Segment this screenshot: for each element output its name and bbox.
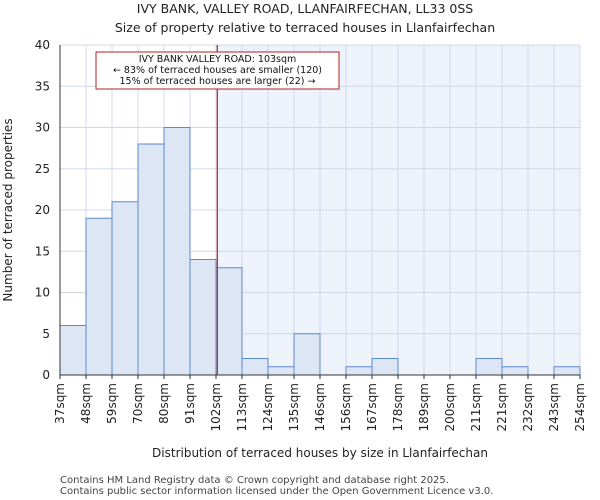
histogram-bar	[111, 201, 139, 376]
annotation-text-line-2: ← 83% of terraced houses are smaller (12…	[113, 65, 322, 76]
annotation-box	[95, 51, 340, 90]
histogram-bar	[85, 217, 113, 376]
x-tick-label: 70sqm	[131, 383, 145, 424]
y-tick-label: 40	[35, 38, 50, 52]
x-tick-label: 189sqm	[417, 383, 431, 431]
y-tick-label: 35	[35, 79, 50, 93]
histogram-bar	[475, 358, 503, 376]
y-tick-label: 30	[35, 121, 50, 135]
histogram-bar	[371, 358, 399, 376]
x-tick-label: 80sqm	[157, 383, 171, 424]
x-tick-label: 37sqm	[53, 383, 67, 424]
y-tick-label: 20	[35, 203, 50, 217]
x-tick-label: 146sqm	[313, 383, 327, 431]
histogram-bar	[59, 325, 87, 376]
x-tick-label: 243sqm	[547, 383, 561, 431]
histogram-bar	[163, 127, 191, 376]
histogram-bar	[553, 366, 581, 376]
histogram-bar	[345, 366, 373, 376]
histogram-bar	[501, 366, 529, 376]
y-tick-label: 0	[42, 368, 50, 382]
y-tick-label: 5	[42, 327, 50, 341]
plot-area: 0 5 10 15 20 25 30 35 40 37sqm 48sqm 59sqm 70sqm 80sq…	[35, 38, 587, 431]
x-tick-label: 178sqm	[391, 383, 405, 431]
annotation-text-line-1: IVY BANK VALLEY ROAD: 103sqm	[139, 54, 297, 65]
histogram-bar	[241, 358, 269, 376]
histogram-bar	[267, 366, 295, 376]
x-tick-label: 232sqm	[521, 383, 535, 431]
histogram-bar	[137, 143, 165, 376]
footer-line-1: Contains HM Land Registry data © Crown c…	[60, 475, 449, 486]
x-axis-label: Distribution of terraced houses by size …	[152, 446, 488, 460]
histogram-bar	[189, 259, 217, 376]
x-tick-label: 221sqm	[495, 383, 509, 431]
y-tick-label: 15	[35, 244, 50, 258]
x-tick-label: 124sqm	[261, 383, 275, 431]
footer-line-2: Contains public sector information licen…	[60, 486, 493, 497]
y-tick-label: 25	[35, 162, 50, 176]
chart-title: IVY BANK, VALLEY ROAD, LLANFAIRFECHAN, L…	[137, 1, 473, 16]
chart-subtitle: Size of property relative to terraced ho…	[115, 20, 495, 35]
x-tick-label: 102sqm	[209, 383, 223, 431]
y-axis-label: Number of terraced properties	[1, 118, 15, 301]
x-tick-label: 48sqm	[79, 383, 93, 424]
x-tick-label: 91sqm	[183, 383, 197, 424]
histogram-bar	[215, 267, 243, 376]
x-tick-label: 135sqm	[287, 383, 301, 431]
x-tick-label: 254sqm	[573, 383, 587, 431]
histogram-bar	[293, 333, 321, 376]
annotation-text-line-3: 15% of terraced houses are larger (22) →	[120, 76, 316, 87]
x-tick-label: 113sqm	[235, 383, 249, 431]
x-tick-label: 211sqm	[469, 383, 483, 431]
x-tick-label: 200sqm	[443, 383, 457, 431]
x-tick-label: 156sqm	[339, 383, 353, 431]
x-tick-label: 59sqm	[105, 383, 119, 424]
x-tick-label: 167sqm	[365, 383, 379, 431]
y-tick-label: 10	[35, 286, 50, 300]
